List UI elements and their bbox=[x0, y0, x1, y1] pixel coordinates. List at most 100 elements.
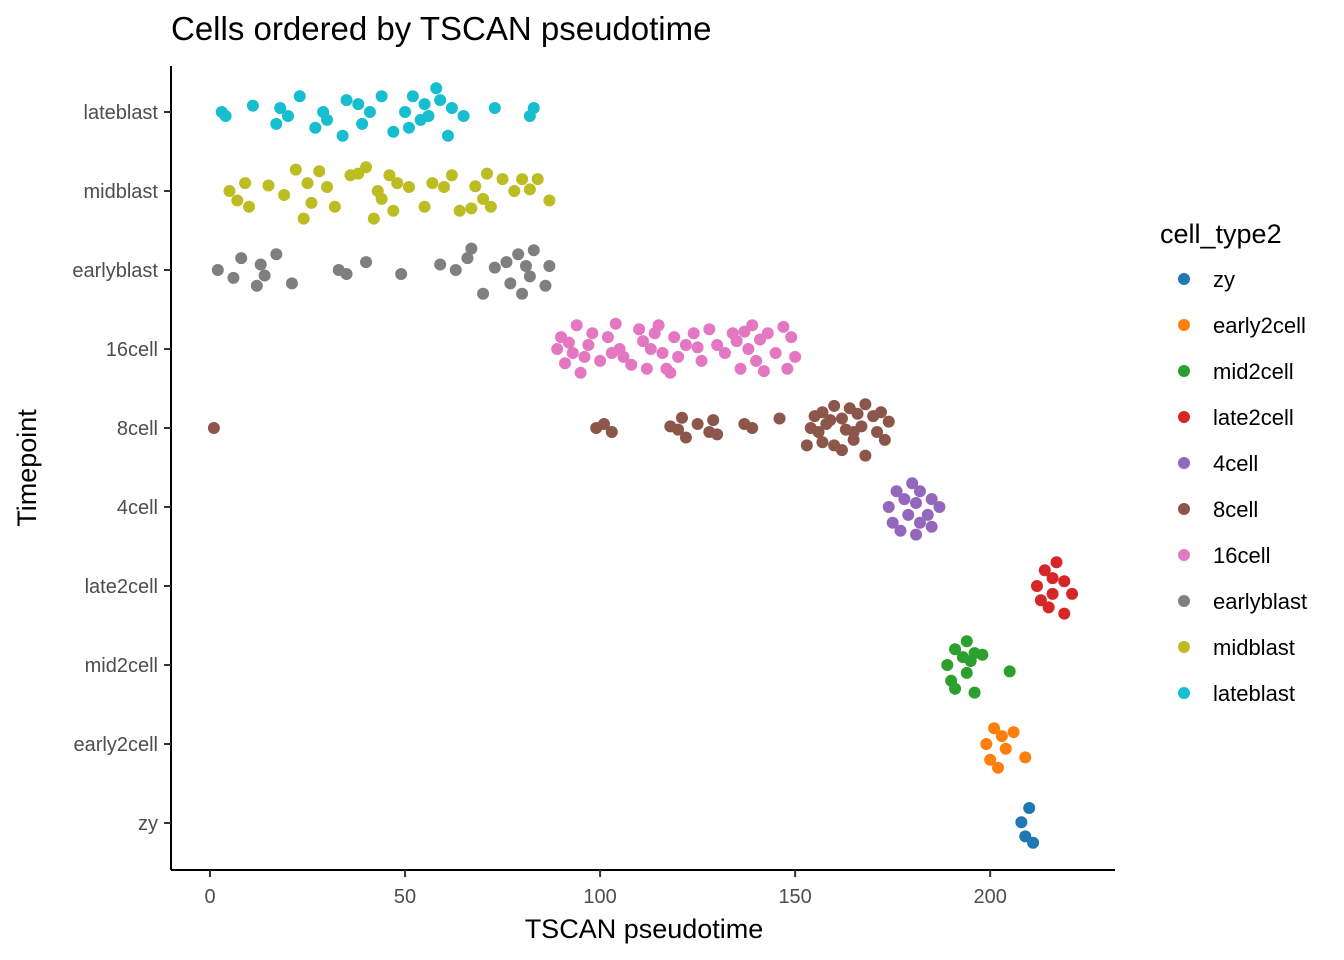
data-point bbox=[246, 99, 259, 112]
legend-label: mid2cell bbox=[1213, 359, 1294, 384]
data-point bbox=[999, 742, 1012, 755]
data-point bbox=[609, 317, 622, 330]
data-point bbox=[297, 212, 310, 225]
y-tick-label: mid2cell bbox=[85, 655, 158, 677]
data-point bbox=[691, 418, 704, 431]
data-point bbox=[250, 279, 263, 292]
data-point bbox=[984, 753, 997, 766]
x-axis-ticks: 0 50 100 150 200 bbox=[204, 870, 1007, 908]
data-point bbox=[422, 109, 435, 122]
data-point bbox=[718, 346, 731, 359]
data-point bbox=[882, 501, 895, 513]
data-point bbox=[399, 106, 412, 118]
data-point bbox=[270, 248, 283, 261]
data-point bbox=[441, 129, 454, 142]
series-late2cell bbox=[1030, 556, 1079, 620]
data-point bbox=[270, 117, 283, 130]
data-point bbox=[527, 102, 540, 115]
data-point bbox=[336, 129, 349, 142]
data-point bbox=[477, 192, 490, 205]
data-point bbox=[254, 258, 267, 271]
data-point bbox=[835, 412, 848, 425]
data-point bbox=[964, 655, 977, 668]
y-tick-label: early2cell bbox=[74, 734, 158, 756]
legend-swatch bbox=[1178, 595, 1190, 607]
data-point bbox=[543, 260, 556, 273]
y-tick-label: 16cell bbox=[106, 339, 158, 361]
data-point bbox=[761, 327, 774, 340]
data-point bbox=[434, 258, 447, 271]
series-zy bbox=[1015, 801, 1040, 849]
data-point bbox=[496, 173, 509, 186]
data-point bbox=[488, 102, 501, 115]
data-point bbox=[874, 406, 887, 419]
data-point bbox=[227, 271, 240, 284]
data-point bbox=[910, 497, 923, 510]
data-point bbox=[387, 204, 400, 217]
legend-label: early2cell bbox=[1213, 313, 1306, 338]
data-point bbox=[605, 346, 618, 359]
data-point bbox=[321, 113, 334, 126]
data-point bbox=[512, 248, 525, 261]
data-point bbox=[383, 169, 396, 182]
series-mid2cell bbox=[941, 635, 1016, 699]
data-point bbox=[352, 98, 365, 111]
series-early2cell bbox=[980, 722, 1032, 774]
data-point bbox=[878, 433, 891, 446]
data-point bbox=[1050, 556, 1063, 569]
data-point bbox=[672, 350, 685, 363]
data-point bbox=[597, 418, 610, 431]
data-point bbox=[305, 196, 318, 209]
data-point bbox=[949, 682, 962, 695]
data-point bbox=[1015, 816, 1028, 829]
data-point bbox=[1042, 601, 1055, 614]
legend-swatch bbox=[1178, 503, 1190, 515]
legend-swatch bbox=[1178, 641, 1190, 653]
data-point bbox=[746, 422, 759, 434]
data-point bbox=[207, 422, 220, 434]
data-point bbox=[777, 320, 790, 333]
data-point bbox=[426, 177, 439, 190]
legend-swatch bbox=[1178, 365, 1190, 377]
data-point bbox=[484, 200, 497, 213]
data-point bbox=[356, 117, 369, 130]
legend-swatch bbox=[1178, 457, 1190, 469]
data-point bbox=[457, 109, 470, 122]
data-point bbox=[925, 520, 938, 533]
x-tick-label: 200 bbox=[973, 886, 1006, 908]
data-point bbox=[235, 252, 248, 265]
data-point bbox=[375, 192, 388, 205]
legend-swatch bbox=[1178, 319, 1190, 331]
series-4cell bbox=[882, 477, 946, 541]
data-point bbox=[812, 425, 825, 438]
legend-label: earlyblast bbox=[1213, 589, 1307, 614]
data-point bbox=[730, 335, 743, 348]
series-8cell bbox=[207, 398, 895, 462]
legend-label: late2cell bbox=[1213, 405, 1294, 430]
data-point bbox=[239, 177, 252, 190]
series-midblast bbox=[223, 161, 556, 225]
data-point bbox=[543, 194, 556, 207]
data-point bbox=[913, 516, 926, 529]
data-point bbox=[1038, 564, 1051, 577]
data-point bbox=[679, 431, 692, 444]
data-point bbox=[976, 648, 989, 661]
data-point bbox=[551, 343, 564, 355]
data-point bbox=[601, 331, 614, 344]
data-point bbox=[301, 177, 314, 190]
data-point bbox=[851, 407, 864, 420]
legend-label: 8cell bbox=[1213, 497, 1258, 522]
data-point bbox=[285, 277, 298, 290]
data-point bbox=[711, 428, 724, 441]
legend-label: midblast bbox=[1213, 635, 1295, 660]
data-point bbox=[703, 323, 716, 336]
legend: cell_type2 zy early2cell mid2cell late2cell… bbox=[1160, 219, 1307, 706]
data-point bbox=[258, 269, 271, 282]
data-point bbox=[781, 362, 794, 375]
data-point bbox=[1030, 580, 1043, 592]
series-lateblast bbox=[215, 82, 540, 142]
data-point bbox=[933, 501, 946, 513]
legend-label: 16cell bbox=[1213, 543, 1270, 568]
legend-title: cell_type2 bbox=[1160, 219, 1282, 249]
data-point bbox=[574, 366, 587, 379]
